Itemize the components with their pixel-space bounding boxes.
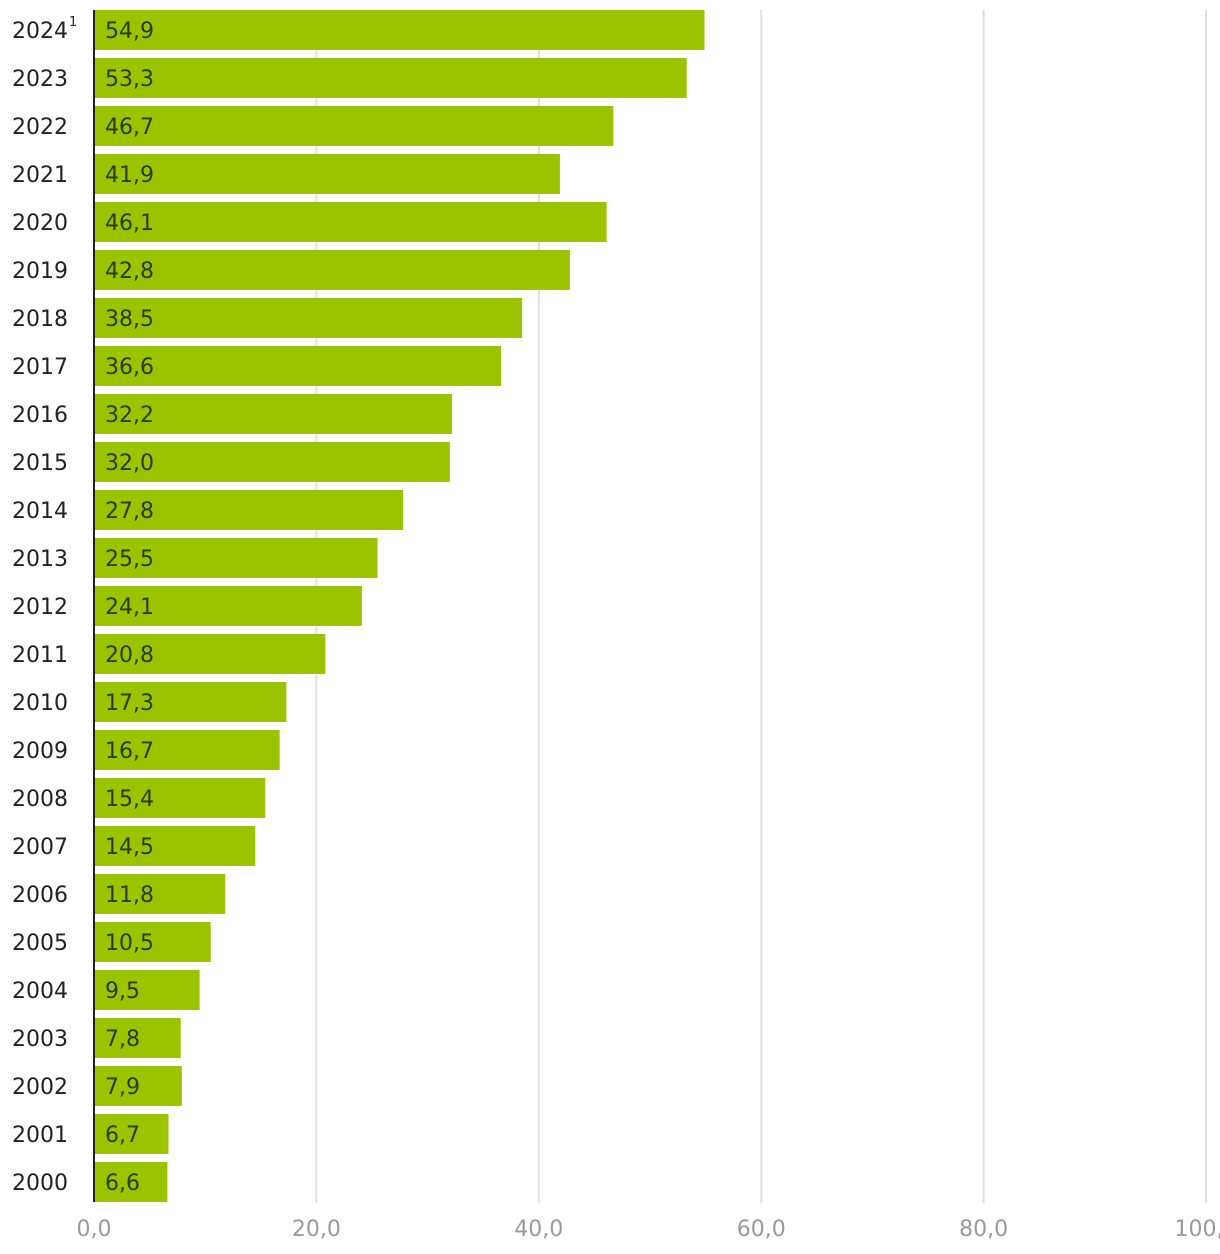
category-label: 2019 bbox=[12, 259, 68, 284]
bar-value-label: 32,2 bbox=[105, 403, 154, 428]
bar bbox=[94, 442, 450, 482]
category-label: 2018 bbox=[12, 307, 68, 332]
category-label: 2003 bbox=[12, 1027, 68, 1052]
bar-value-label: 20,8 bbox=[105, 643, 154, 668]
bar-value-label: 53,3 bbox=[105, 67, 154, 92]
bar bbox=[94, 970, 200, 1010]
category-label: 2016 bbox=[12, 403, 68, 428]
bar bbox=[94, 1162, 168, 1202]
category-label: 2013 bbox=[12, 547, 68, 572]
category-label: 2004 bbox=[12, 979, 68, 1004]
bar-value-label: 42,8 bbox=[105, 259, 154, 284]
bar bbox=[94, 682, 287, 722]
bar bbox=[94, 58, 687, 98]
bar-value-label: 10,5 bbox=[105, 931, 154, 956]
bar bbox=[94, 154, 560, 194]
bar-value-label: 7,8 bbox=[105, 1027, 140, 1052]
bars bbox=[94, 10, 705, 1202]
bar-value-label: 15,4 bbox=[105, 787, 154, 812]
bar-value-label: 9,5 bbox=[105, 979, 140, 1004]
bar-value-label: 38,5 bbox=[105, 307, 154, 332]
category-label: 2006 bbox=[12, 883, 68, 908]
bar bbox=[94, 634, 326, 674]
x-axis-labels: 0,0 20,0 40,0 60,0 80,0 100,0 bbox=[77, 1217, 1220, 1242]
bar bbox=[94, 298, 523, 338]
category-label: 2009 bbox=[12, 739, 68, 764]
bar bbox=[94, 538, 378, 578]
category-label: 2000 bbox=[12, 1171, 68, 1196]
bar-value-label: 17,3 bbox=[105, 691, 154, 716]
bar-value-label: 36,6 bbox=[105, 355, 154, 380]
bar-value-label: 27,8 bbox=[105, 499, 154, 524]
bar bbox=[94, 346, 501, 386]
bar bbox=[94, 106, 614, 146]
y-axis-labels: 2024 1 2023 2022 2021 2020 2019 2018 2017 2016 201… bbox=[12, 15, 77, 1196]
x-tick-label: 60,0 bbox=[737, 1217, 786, 1242]
bar bbox=[94, 1114, 169, 1154]
category-label: 2012 bbox=[12, 595, 68, 620]
x-tick-label: 100,0 bbox=[1175, 1217, 1220, 1242]
category-label: 2008 bbox=[12, 787, 68, 812]
bar bbox=[94, 826, 256, 866]
bar-value-label: 32,0 bbox=[105, 451, 154, 476]
category-label: 2002 bbox=[12, 1075, 68, 1100]
category-label: 2022 bbox=[12, 115, 68, 140]
bar bbox=[94, 1066, 182, 1106]
bar-value-label: 16,7 bbox=[105, 739, 154, 764]
bar-value-label: 7,9 bbox=[105, 1075, 140, 1100]
category-label: 2023 bbox=[12, 67, 68, 92]
bar-value-label: 24,1 bbox=[105, 595, 154, 620]
bar-value-label: 11,8 bbox=[105, 883, 154, 908]
bar-value-label: 46,7 bbox=[105, 115, 154, 140]
bar-value-label: 25,5 bbox=[105, 547, 154, 572]
bar bbox=[94, 250, 570, 290]
category-label: 2014 bbox=[12, 499, 68, 524]
x-tick-label: 0,0 bbox=[77, 1217, 112, 1242]
bar bbox=[94, 10, 705, 50]
category-label: 2015 bbox=[12, 451, 68, 476]
bar bbox=[94, 874, 226, 914]
category-label: 2020 bbox=[12, 211, 68, 236]
x-tick-label: 80,0 bbox=[959, 1217, 1008, 1242]
bar bbox=[94, 394, 453, 434]
bar-value-label: 41,9 bbox=[105, 163, 154, 188]
bar-value-label: 54,9 bbox=[105, 19, 154, 44]
bar bbox=[94, 490, 404, 530]
bar bbox=[94, 922, 211, 962]
category-label: 2001 bbox=[12, 1123, 68, 1148]
bar bbox=[94, 1018, 181, 1058]
category-label: 2010 bbox=[12, 691, 68, 716]
category-label: 2024 bbox=[12, 19, 68, 44]
category-label: 2017 bbox=[12, 355, 68, 380]
bar-value-label: 6,7 bbox=[105, 1123, 140, 1148]
x-tick-label: 40,0 bbox=[514, 1217, 563, 1242]
bar bbox=[94, 730, 280, 770]
bar-value-label: 46,1 bbox=[105, 211, 154, 236]
bar bbox=[94, 586, 362, 626]
category-label: 2007 bbox=[12, 835, 68, 860]
bar bbox=[94, 202, 607, 242]
category-label: 2005 bbox=[12, 931, 68, 956]
category-label: 2021 bbox=[12, 163, 68, 188]
bar-value-label: 14,5 bbox=[105, 835, 154, 860]
footnote-marker: 1 bbox=[69, 15, 77, 30]
bar-value-label: 6,6 bbox=[105, 1171, 140, 1196]
x-tick-label: 20,0 bbox=[292, 1217, 341, 1242]
bar bbox=[94, 778, 266, 818]
value-labels: 54,9 53,3 46,7 41,9 46,1 42,8 38,5 36,6 32,2 32,0… bbox=[105, 19, 154, 1196]
category-label: 2011 bbox=[12, 643, 68, 668]
